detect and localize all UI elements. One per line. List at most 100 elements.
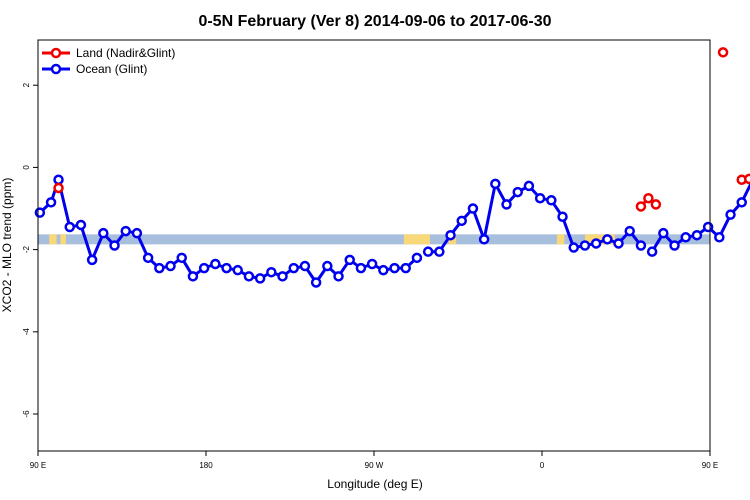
data-point — [635, 240, 647, 251]
legend-marker — [50, 63, 62, 75]
data-point — [288, 262, 299, 274]
y-tick-label: -6 — [22, 410, 31, 418]
data-point — [142, 252, 154, 264]
data-point — [669, 240, 680, 251]
data-point — [344, 254, 355, 266]
data-point — [613, 238, 624, 249]
data-point — [299, 260, 311, 272]
x-tick-label: 90 E — [30, 461, 46, 470]
band-land-segment — [60, 234, 66, 245]
data-point — [53, 182, 64, 194]
data-point — [602, 234, 613, 245]
data-point — [643, 192, 654, 204]
data-point — [45, 197, 57, 208]
data-point — [221, 262, 232, 274]
legend-label: Land (Nadir&Glint) — [76, 46, 175, 60]
band-land-segment — [49, 234, 57, 245]
data-point — [717, 47, 729, 58]
data-point — [131, 227, 143, 239]
data-point — [557, 211, 568, 222]
data-point — [64, 221, 75, 233]
legend-marker — [50, 47, 62, 59]
x-tick-label: 90 E — [702, 461, 718, 470]
legend: Land (Nadir&Glint) Ocean (Glint) — [42, 46, 175, 76]
x-tick-label: 0 — [540, 461, 545, 470]
x-tick-label: 180 — [199, 461, 213, 470]
x-axis-label: Longitude (deg E) — [327, 477, 422, 491]
legend-label: Ocean (Glint) — [76, 62, 147, 76]
data-point — [53, 174, 64, 185]
y-tick-label: -2 — [22, 246, 31, 254]
data-point — [75, 219, 87, 231]
data-point — [725, 209, 736, 220]
data-point — [467, 203, 479, 214]
data-point — [411, 252, 423, 264]
data-point — [389, 262, 400, 274]
plot-frame — [37, 39, 711, 452]
data-point — [86, 254, 98, 266]
chart-title: 0-5N February (Ver 8) 2014-09-06 to 2017… — [198, 13, 551, 30]
y-axis-label: XCO2 - MLO trend (ppm) — [0, 178, 14, 313]
data-point — [277, 271, 288, 282]
y-tick-label: 2 — [22, 82, 31, 87]
data-point — [366, 258, 378, 270]
data-point — [501, 199, 512, 210]
band-land-segment — [403, 234, 430, 245]
data-point — [534, 192, 546, 204]
data-point — [322, 260, 333, 272]
data-point — [254, 273, 266, 284]
data-point — [445, 229, 456, 241]
data-point — [98, 227, 109, 239]
data-point — [523, 180, 535, 192]
data-point — [210, 258, 221, 270]
data-point — [702, 221, 714, 233]
data-point — [579, 240, 591, 251]
data-point — [456, 215, 467, 227]
data-point — [165, 260, 176, 272]
axes: 90 E 180 90 W 0 90 E 2 0 -2 -4 -6 — [22, 82, 718, 470]
data-point — [266, 266, 277, 278]
data-point — [512, 186, 523, 198]
data-point — [478, 234, 490, 245]
plot-series — [34, 47, 750, 288]
data-point — [650, 199, 662, 210]
data-point — [736, 197, 747, 208]
x-tick-label: 90 W — [365, 461, 384, 470]
series-ocean-glint — [34, 174, 750, 288]
series-line — [650, 182, 750, 253]
y-tick-label: 0 — [22, 165, 31, 170]
data-point — [198, 262, 210, 274]
data-point — [590, 238, 602, 249]
data-point — [743, 173, 750, 185]
data-point — [333, 271, 344, 282]
data-point — [434, 246, 445, 257]
data-point — [680, 232, 691, 243]
series-land-nadir-glint — [53, 47, 750, 212]
data-point — [187, 271, 199, 282]
band-land-segment — [556, 234, 565, 245]
data-point — [691, 229, 703, 241]
data-point — [120, 225, 131, 237]
data-point — [400, 262, 411, 274]
data-point — [546, 195, 557, 206]
y-tick-label: -4 — [22, 328, 31, 336]
band-ocean — [38, 234, 710, 245]
data-point — [109, 240, 120, 251]
data-point — [34, 207, 46, 218]
data-point — [176, 252, 187, 264]
data-point — [568, 242, 579, 253]
data-point — [422, 246, 434, 257]
data-point — [378, 264, 389, 276]
data-point — [355, 262, 367, 274]
band-land-segment — [584, 234, 615, 245]
data-point — [243, 271, 255, 282]
data-point — [310, 277, 322, 288]
data-point — [490, 178, 501, 190]
data-point — [635, 201, 647, 212]
data-point — [646, 246, 658, 257]
data-point — [714, 232, 725, 243]
data-point — [624, 225, 635, 237]
data-point — [232, 264, 243, 276]
data-point — [658, 227, 669, 239]
